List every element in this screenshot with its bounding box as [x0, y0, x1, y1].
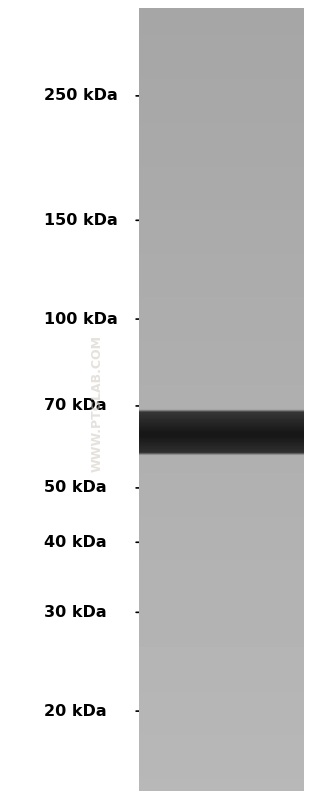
Text: 250 kDa: 250 kDa	[44, 89, 117, 103]
Text: 50 kDa: 50 kDa	[44, 480, 107, 495]
Text: 150 kDa: 150 kDa	[44, 213, 117, 228]
Bar	[148, 102, 277, 705]
Text: 20 kDa: 20 kDa	[44, 704, 107, 718]
Text: 70 kDa: 70 kDa	[44, 399, 107, 413]
Text: 30 kDa: 30 kDa	[44, 605, 107, 620]
Text: WWW.PTGLAB.COM: WWW.PTGLAB.COM	[91, 335, 104, 472]
Text: 100 kDa: 100 kDa	[44, 312, 117, 327]
Text: 40 kDa: 40 kDa	[44, 535, 107, 550]
